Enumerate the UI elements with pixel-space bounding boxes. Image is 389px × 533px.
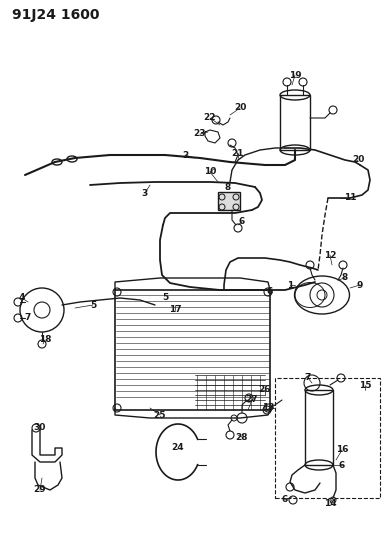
Text: 7: 7: [25, 313, 31, 322]
Text: 2: 2: [182, 150, 188, 159]
Text: 6: 6: [339, 461, 345, 470]
Bar: [305, 390, 333, 465]
Text: 1: 1: [287, 280, 293, 289]
Text: 24: 24: [172, 442, 184, 451]
Text: 16: 16: [336, 446, 348, 455]
Text: 27: 27: [246, 395, 258, 405]
Text: 23: 23: [194, 130, 206, 139]
Text: 17: 17: [169, 305, 181, 314]
Text: 7: 7: [305, 374, 311, 383]
Text: 6: 6: [267, 287, 273, 296]
Text: 26: 26: [259, 385, 271, 394]
Bar: [275, 378, 380, 498]
Text: 6: 6: [282, 496, 288, 505]
Text: 18: 18: [39, 335, 51, 344]
Text: 22: 22: [204, 114, 216, 123]
Text: 8: 8: [225, 183, 231, 192]
Text: 28: 28: [236, 432, 248, 441]
Text: 91J24 1600: 91J24 1600: [12, 8, 100, 22]
Text: 20: 20: [234, 103, 246, 112]
Text: 5: 5: [162, 294, 168, 303]
Text: 9: 9: [357, 280, 363, 289]
Text: 19: 19: [289, 70, 301, 79]
Text: 21: 21: [232, 149, 244, 157]
Text: 6: 6: [239, 217, 245, 227]
Text: 13: 13: [262, 403, 274, 413]
Text: 20: 20: [352, 156, 364, 165]
Bar: [115, 290, 270, 410]
Bar: [280, 95, 310, 150]
Text: 8: 8: [342, 273, 348, 282]
Text: 10: 10: [204, 167, 216, 176]
Bar: [218, 192, 240, 210]
Text: 5: 5: [90, 301, 96, 310]
Text: 14: 14: [324, 498, 336, 507]
Text: 11: 11: [344, 193, 356, 203]
Text: 15: 15: [359, 381, 371, 390]
Text: 3: 3: [142, 189, 148, 198]
Text: 25: 25: [154, 410, 166, 419]
Text: 30: 30: [34, 424, 46, 432]
Text: 4: 4: [19, 294, 25, 303]
Text: 12: 12: [324, 251, 336, 260]
Text: 29: 29: [34, 486, 46, 495]
